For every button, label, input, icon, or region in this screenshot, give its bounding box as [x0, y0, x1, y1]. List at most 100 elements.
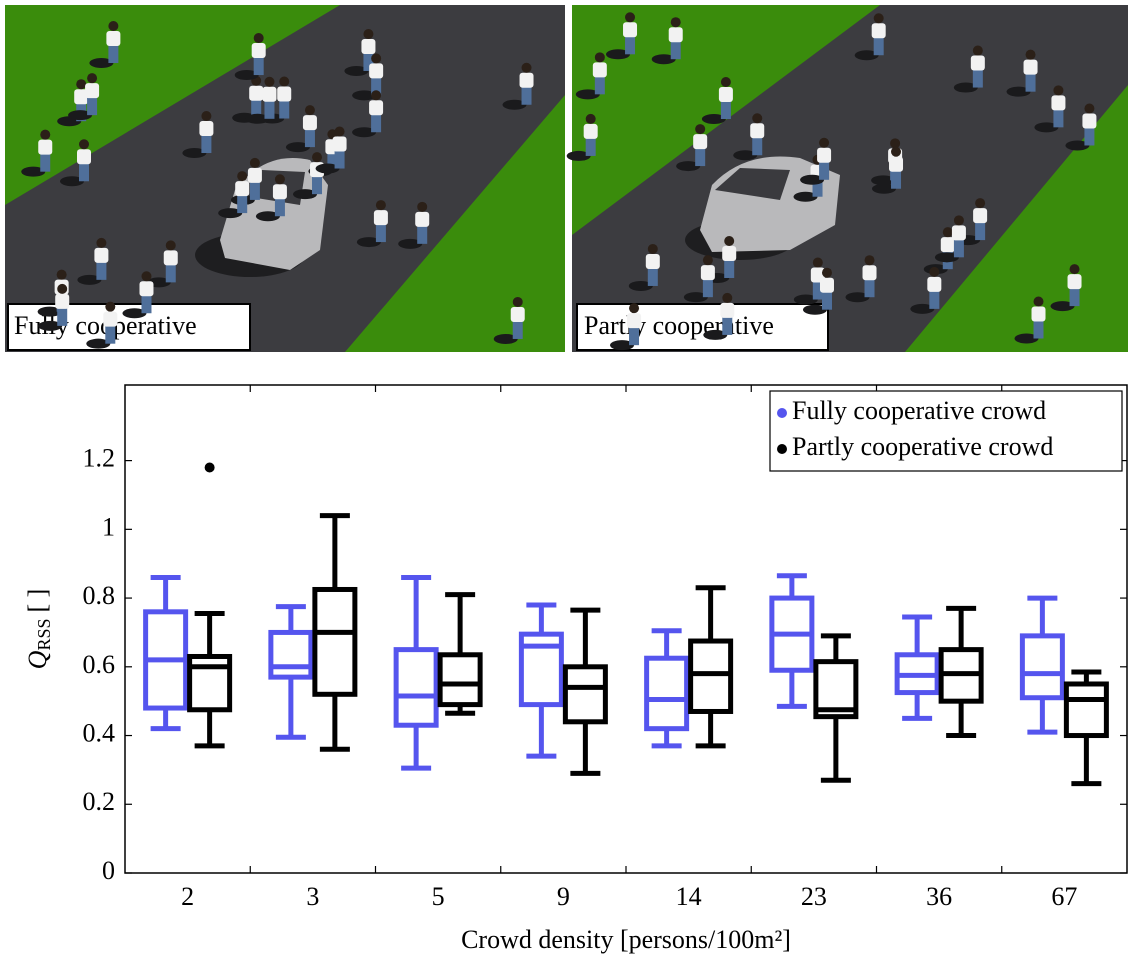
pedestrian-head — [371, 53, 382, 64]
pedestrian-legs — [327, 153, 338, 172]
pedestrian-shadow — [255, 211, 280, 222]
pedestrian-shadow — [398, 238, 423, 249]
pedestrian-head — [953, 215, 964, 226]
pedestrian-body — [1031, 306, 1046, 322]
box — [562, 664, 608, 725]
y-tick-label: 0 — [102, 856, 115, 885]
pedestrian-legs — [821, 291, 832, 310]
pedestrian-shadow — [854, 50, 879, 61]
pedestrian-shadow — [575, 89, 600, 100]
pedestrian-shadow — [871, 175, 896, 186]
pedestrian-shadow — [1050, 301, 1075, 312]
pedestrian-shadow — [872, 183, 897, 194]
pedestrian-body — [819, 277, 834, 293]
pedestrian-shadow — [606, 49, 631, 60]
pedestrian-body — [85, 83, 100, 99]
pedestrian-legs — [1069, 288, 1080, 307]
pedestrian-legs — [375, 224, 386, 243]
pedestrian-shadow — [1006, 86, 1031, 97]
pedestrian-head — [724, 235, 735, 246]
pedestrian-head — [79, 139, 90, 150]
pedestrian-body — [627, 313, 642, 329]
pedestrian-legs — [141, 295, 152, 314]
pedestrian-shadow — [352, 90, 377, 101]
x-tick-label: 23 — [801, 882, 827, 911]
panel-label: Partly cooperative — [584, 311, 774, 340]
pedestrian-legs — [334, 150, 345, 169]
pedestrian-legs — [279, 100, 290, 119]
pedestrian-shadow — [953, 82, 978, 93]
pedestrian-legs — [1025, 73, 1036, 92]
pedestrian-shadow — [845, 292, 870, 303]
box — [393, 647, 439, 728]
pedestrian-head — [253, 33, 264, 44]
pedestrian-legs — [929, 290, 940, 309]
pedestrian-legs — [873, 37, 884, 56]
box — [688, 638, 734, 714]
pedestrian-shadow — [683, 292, 708, 303]
pedestrian-head — [812, 257, 823, 268]
pedestrian-legs — [371, 114, 382, 133]
y-label-symbol: Q — [23, 650, 52, 669]
x-tick-label: 36 — [926, 882, 952, 911]
legend-label: Fully cooperative crowd — [792, 396, 1046, 425]
pedestrian-head — [752, 113, 763, 124]
box — [518, 631, 564, 708]
pedestrian-legs — [371, 77, 382, 96]
pedestrians — [21, 12, 1097, 351]
pedestrian-body — [139, 281, 154, 297]
pedestrian-shadow — [182, 148, 207, 159]
pedestrian-shadow — [910, 303, 935, 314]
pedestrian-legs — [812, 281, 823, 300]
pedestrian-legs — [720, 101, 731, 120]
pedestrian-shadow — [733, 150, 758, 161]
pedestrian-body — [369, 63, 384, 79]
pedestrian-head — [264, 76, 275, 87]
pedestrian-legs — [670, 41, 681, 60]
pedestrian-legs — [304, 129, 315, 148]
pedestrian-head — [201, 111, 212, 122]
pedestrian-legs — [249, 181, 260, 200]
pedestrian-shadow — [628, 280, 653, 291]
pedestrian-shadow — [502, 99, 527, 110]
pedestrian-body — [592, 62, 607, 78]
pedestrian-legs — [521, 86, 532, 105]
pedestrian-legs — [264, 100, 275, 119]
pedestrian-shadow — [218, 208, 243, 219]
pedestrian-head — [873, 13, 884, 24]
pedestrian-legs — [953, 239, 964, 258]
pedestrian-body — [951, 225, 966, 241]
pedestrian-legs — [253, 57, 264, 76]
pedestrian-body — [247, 167, 262, 183]
pedestrian-head — [821, 267, 832, 278]
pedestrian-head — [512, 296, 523, 307]
pedestrian-body — [519, 72, 534, 88]
pedestrian-shadow — [245, 113, 270, 124]
pedestrian-legs — [251, 99, 262, 118]
pedestrian-body — [1067, 274, 1082, 290]
pedestrian-legs — [512, 320, 523, 339]
pedestrian-body — [199, 121, 214, 137]
box — [1063, 681, 1109, 739]
pedestrian-legs — [312, 176, 323, 195]
pedestrian-body — [693, 134, 708, 150]
pedestrian-head — [629, 303, 640, 314]
pedestrian-body — [871, 23, 886, 39]
pedestrian-head — [670, 17, 681, 28]
pedestrian-body — [262, 86, 277, 102]
pedestrian-head — [1033, 296, 1044, 307]
pedestrian-legs — [752, 137, 763, 156]
pedestrian-body — [251, 43, 266, 59]
pedestrian-head — [819, 137, 830, 148]
pedestrian-body — [55, 293, 70, 309]
pedestrian-legs — [819, 161, 830, 180]
pedestrian-legs — [165, 264, 176, 283]
pedestrian-head — [594, 52, 605, 63]
outlier — [204, 462, 215, 473]
pedestrian-head — [1069, 264, 1080, 275]
pedestrian-legs — [812, 178, 823, 197]
pedestrian-head — [1053, 85, 1064, 96]
x-tick-label: 2 — [181, 882, 194, 911]
pedestrian-legs — [57, 307, 68, 326]
